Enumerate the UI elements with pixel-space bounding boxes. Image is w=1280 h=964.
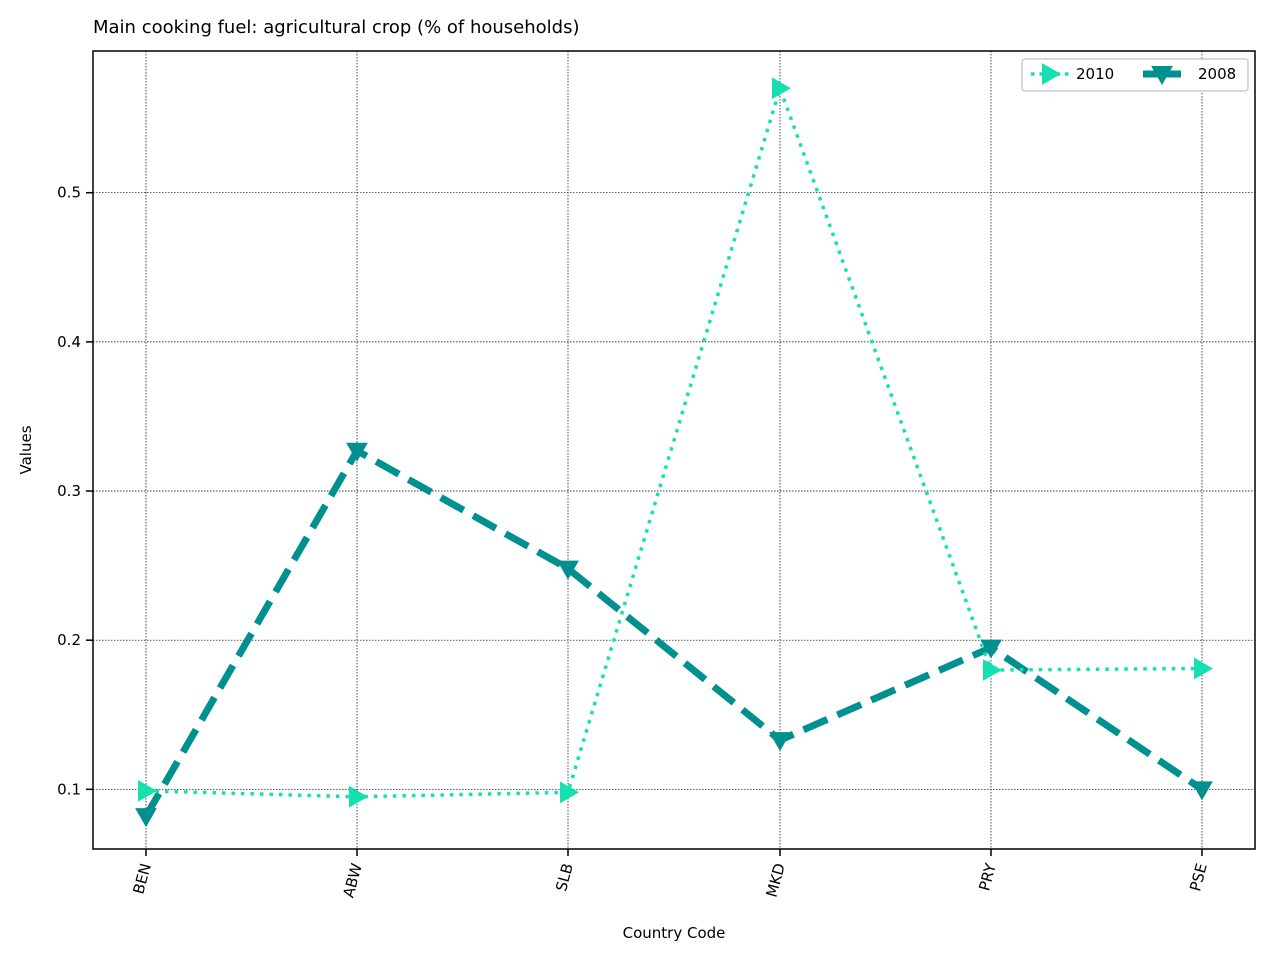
x-tick-label: ABW: [339, 861, 365, 899]
data-point-2008-PRY: [980, 639, 1002, 659]
series-group: [135, 77, 1214, 828]
data-point-2010-BEN: [138, 779, 158, 802]
x-tick-label: PRY: [975, 861, 1000, 893]
x-tick-label: MKD: [763, 861, 789, 899]
legend-marker-2008: [1151, 66, 1173, 86]
series-2010: [138, 77, 1214, 808]
y-axis-label: Values: [17, 425, 35, 474]
legend-label-2010: 2010: [1076, 65, 1114, 83]
y-tick-label: 0.4: [57, 333, 81, 351]
data-point-2010-MKD: [772, 77, 792, 100]
x-axis-label: Country Code: [623, 924, 726, 942]
data-point-2008-BEN: [135, 808, 157, 828]
y-tick-label: 0.5: [57, 184, 81, 202]
chart-title: Main cooking fuel: agricultural crop (% …: [93, 17, 580, 38]
data-point-2008-SLB: [557, 560, 579, 580]
data-point-2008-MKD: [769, 732, 791, 752]
legend: 2010 2008: [1021, 58, 1249, 92]
series-line-2010: [145, 86, 1203, 799]
y-tick-label: 0.3: [57, 482, 81, 500]
data-point-2010-PRY: [983, 659, 1003, 681]
series-line-2008: [142, 447, 1204, 818]
data-point-2008-PSE: [1191, 781, 1213, 801]
x-tick-label: BEN: [129, 861, 154, 896]
legend-item-2010: 2010: [1031, 63, 1114, 85]
x-tick-label: PSE: [1186, 861, 1211, 893]
data-point-2010-PSE: [1194, 657, 1214, 680]
series-2008: [135, 442, 1213, 828]
legend-item-2008: 2008: [1143, 65, 1236, 86]
grid: [93, 51, 1255, 849]
axes: BEN ABW SLB MKD PRY PSE 0.1 0.2 0.3 0.4 0.5: [57, 184, 1211, 900]
data-point-2008-ABW: [346, 442, 368, 462]
x-tick-label: SLB: [552, 861, 577, 893]
plot-area: [92, 50, 1256, 850]
data-point-2010-ABW: [349, 785, 369, 808]
data-point-2010-SLB: [560, 781, 580, 804]
legend-box: [1021, 58, 1249, 92]
legend-label-2008: 2008: [1198, 65, 1236, 83]
legend-marker-2010: [1042, 63, 1062, 85]
y-tick-label: 0.1: [57, 780, 81, 798]
y-tick-label: 0.2: [57, 631, 81, 649]
